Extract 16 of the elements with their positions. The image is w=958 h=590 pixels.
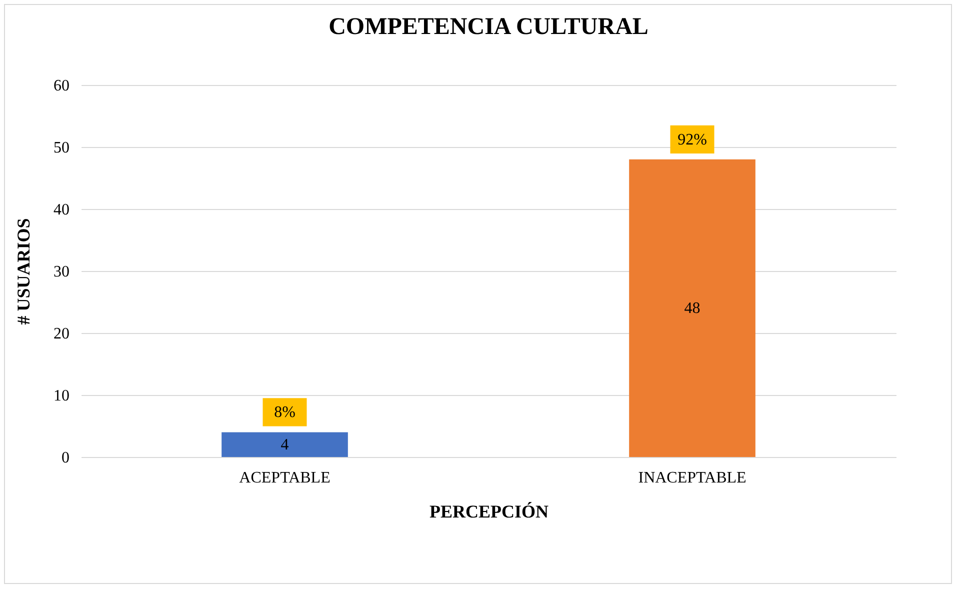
annotation: 92% [678,131,707,148]
x-tick-label: ACEPTABLE [239,470,330,486]
annotation: 8% [274,404,296,422]
y-tick-label: 0 [62,450,70,466]
data-label: 48 [684,300,700,318]
y-tick-label: 30 [54,264,70,280]
y-tick-label: 10 [54,388,70,404]
y-tick-label: 50 [54,140,70,156]
y-tick-label: 40 [54,202,70,218]
y-tick-label: 60 [54,78,70,94]
x-tick-label: INACEPTABLE [638,470,746,486]
y-tick-label: 20 [54,326,70,342]
y-axis-title: # USUARIOS [14,218,34,325]
x-axis-title: PERCEPCIÓN [429,502,549,522]
chart-title: COMPETENCIA CULTURAL [328,14,648,40]
data-label: 4 [280,436,289,454]
